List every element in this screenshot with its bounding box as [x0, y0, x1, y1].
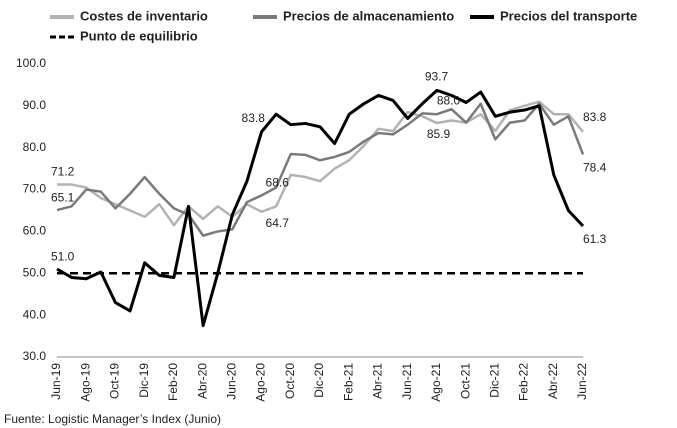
x-tick-label: Oct-19 — [108, 363, 122, 399]
x-tick-label: Jun-21 — [400, 363, 414, 400]
y-tick-label: 60.0 — [23, 224, 47, 238]
data-label: 71.2 — [51, 165, 75, 179]
x-tick-label: Jun-22 — [575, 363, 589, 400]
legend-label: Precios del transporte — [500, 8, 637, 23]
x-tick-label: Dic-20 — [312, 363, 326, 398]
x-tick-label: Oct-21 — [458, 363, 472, 399]
data-label: 93.7 — [425, 70, 449, 84]
x-tick-label: Feb-21 — [341, 363, 355, 401]
legend-label: Precios de almacenamiento — [283, 8, 454, 23]
data-label: 78.4 — [583, 161, 607, 175]
series-line — [56, 88, 585, 328]
x-tick-label: Abr-20 — [195, 363, 209, 399]
y-tick-label: 70.0 — [23, 182, 47, 196]
data-label: 51.0 — [51, 249, 75, 263]
legend-label: Costes de inventario — [80, 8, 208, 23]
x-tick-label: Abr-21 — [371, 363, 385, 399]
y-tick-label: 80.0 — [23, 140, 47, 154]
data-label: 83.8 — [583, 110, 607, 124]
data-label: 88.0 — [437, 93, 461, 107]
series-line — [56, 102, 585, 237]
data-label: 68.6 — [266, 176, 290, 190]
x-tick-label: Feb-22 — [517, 363, 531, 401]
y-tick-label: 100.0 — [16, 56, 46, 70]
data-label: 85.9 — [427, 127, 451, 141]
data-label: 64.7 — [266, 216, 290, 230]
source: Fuente: Logistic Manager’s Index (Junio) — [4, 412, 221, 426]
x-tick-label: Ago-20 — [254, 363, 268, 402]
y-tick-label: 50.0 — [23, 265, 47, 279]
x-tick-label: Feb-20 — [166, 363, 180, 401]
y-tick-label: 90.0 — [23, 98, 47, 112]
data-label: 65.1 — [51, 190, 75, 204]
x-tick-label: Ago-21 — [429, 363, 443, 402]
x-tick-label: Jun-20 — [225, 363, 239, 400]
x-tick-label: Ago-19 — [78, 363, 92, 402]
x-tick-label: Abr-22 — [546, 363, 560, 399]
series-line — [57, 100, 584, 227]
legend-label: Punto de equilibrio — [80, 28, 198, 43]
y-tick-label: 30.0 — [23, 349, 47, 363]
y-tick-label: 40.0 — [23, 307, 47, 321]
x-tick-label: Dic-19 — [137, 363, 151, 398]
x-tick-label: Dic-21 — [488, 363, 502, 398]
data-label: 61.3 — [583, 232, 607, 246]
x-tick-label: Jun-19 — [49, 363, 63, 400]
data-label: 83.8 — [242, 111, 266, 125]
x-tick-label: Oct-20 — [283, 363, 297, 399]
